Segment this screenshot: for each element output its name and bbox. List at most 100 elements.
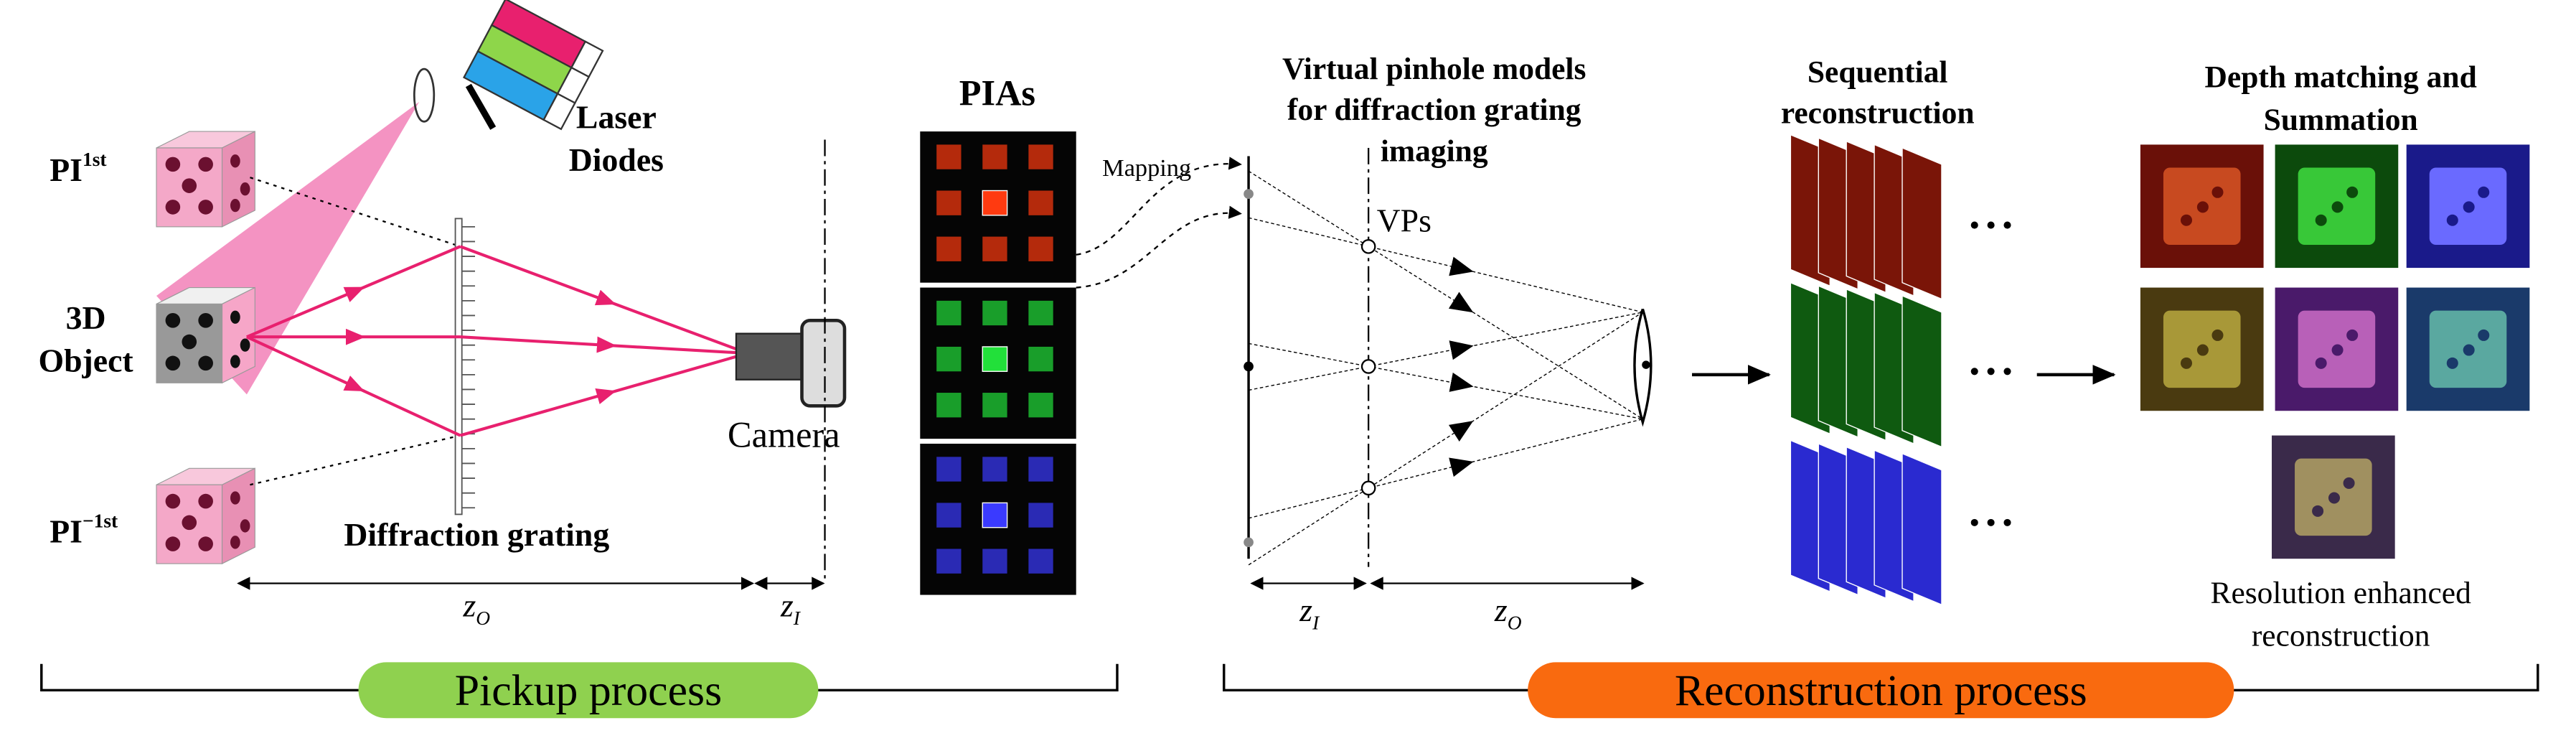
ray [1248, 312, 1643, 391]
die-dot [230, 198, 240, 213]
ray [1248, 342, 1643, 420]
pickup-pill [358, 662, 819, 719]
laser-diodes [463, 0, 604, 131]
die-dot [2180, 357, 2193, 369]
die-dot [165, 536, 181, 551]
pia-image [982, 502, 1008, 528]
die-dot [2180, 214, 2193, 226]
pia-image [1028, 190, 1053, 215]
die-side [221, 286, 255, 384]
die-dot [230, 154, 240, 168]
camera-lens [735, 332, 803, 381]
pia-image [936, 236, 962, 261]
die-dot [240, 519, 250, 533]
die-dot [2446, 357, 2458, 369]
ellipsis-dot [2003, 368, 2011, 376]
sensor-point [1244, 189, 1254, 199]
object-label: 3D [66, 299, 106, 336]
die-dot [198, 313, 213, 328]
die-dot [198, 493, 213, 509]
pia-image [936, 457, 962, 482]
die-dot [2463, 344, 2475, 356]
pinhole-title: imaging [1381, 134, 1488, 168]
pia-image [982, 346, 1008, 372]
pia-image [982, 236, 1007, 261]
z-o-label: zO [462, 587, 490, 628]
die-dot [2211, 329, 2224, 341]
recon-slice [1902, 294, 1942, 448]
laser-label: Laser [576, 99, 657, 136]
ray [460, 335, 748, 355]
die-dot [2196, 344, 2209, 356]
pia-image [1028, 457, 1053, 482]
mapping-curve [1076, 157, 1242, 256]
pia-image [982, 549, 1007, 574]
ray [1248, 312, 1643, 566]
mapping-label: Mapping [1102, 154, 1191, 182]
pia-image [936, 300, 962, 326]
die-dot [198, 200, 213, 215]
die-dot [2478, 329, 2490, 341]
die-dot [2328, 492, 2341, 504]
grating [454, 218, 463, 516]
pia-image [936, 503, 962, 528]
die-dot [198, 536, 213, 551]
summation-title: Summation [2264, 103, 2418, 137]
ray-arrow [1448, 291, 1474, 313]
ellipsis-dot [1987, 518, 1995, 526]
die-side [221, 467, 255, 564]
pinhole-title: for diffraction grating [1287, 93, 1581, 127]
reconstruction-pill [1528, 662, 2234, 719]
lens [1633, 308, 1653, 427]
die-dot [165, 200, 181, 215]
die-dot [165, 355, 181, 371]
pia-image [936, 549, 962, 574]
pinhole-title: Virtual pinhole models [1282, 52, 1586, 86]
sensor-point [1244, 361, 1254, 372]
pia-image [1028, 346, 1053, 372]
z-i-label: zI [780, 587, 802, 628]
pia-image [982, 393, 1007, 418]
die-dot [240, 182, 250, 196]
die-dot [230, 310, 240, 324]
laser-label: Diodes [569, 141, 664, 178]
ray [1248, 170, 1643, 420]
die-dot [230, 536, 240, 549]
lens-dot [1642, 360, 1650, 369]
ellipsis-dot [1970, 518, 1978, 526]
summation-title: Depth matching and [2205, 60, 2477, 94]
ellipsis-dot [1970, 368, 1978, 376]
die-dot [2343, 477, 2355, 489]
dotted-line [250, 434, 461, 486]
die-dot [165, 313, 181, 328]
die-dot [2346, 186, 2359, 198]
laser-mount [465, 83, 497, 130]
die-dot [2478, 186, 2490, 198]
ellipsis-dot [1987, 368, 1995, 376]
pias-title: PIAs [959, 73, 1035, 113]
shapes [40, 0, 2539, 719]
die-dot [182, 178, 197, 193]
die-dot [2211, 186, 2224, 198]
die-dot [230, 491, 240, 505]
die-dot [2315, 357, 2327, 369]
die-dot [198, 157, 213, 172]
die-side [221, 131, 255, 228]
pia-image [1028, 300, 1053, 326]
virtual-pinhole [1360, 239, 1376, 254]
sequential-title: reconstruction [1781, 96, 1975, 131]
ellipsis-dot [1970, 221, 1978, 229]
ray [1248, 418, 1643, 519]
caption: reconstruction [2252, 619, 2430, 653]
pia-image [936, 190, 962, 215]
die-dot [230, 355, 240, 368]
pickup-process-label: Pickup process [455, 666, 722, 715]
vps-label: VPs [1377, 202, 1432, 239]
recon-slice [1902, 146, 1942, 300]
pia-image [936, 346, 962, 372]
reconstruction-process-label: Reconstruction process [1675, 666, 2087, 715]
mapping-curve [1076, 205, 1242, 289]
die-dot [182, 334, 197, 350]
recon-slice [1902, 452, 1942, 606]
